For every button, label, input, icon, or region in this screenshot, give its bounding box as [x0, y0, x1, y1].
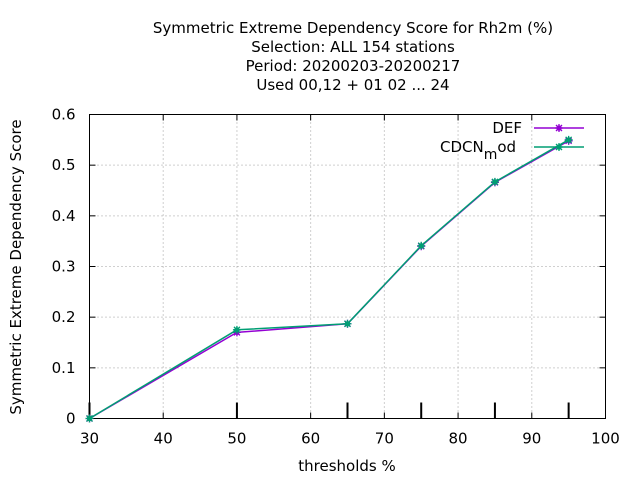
grid: [89, 114, 606, 419]
x-tick-label: 60: [301, 430, 320, 448]
threshold-marks: [88, 402, 570, 419]
y-tick-label: 0.1: [52, 359, 76, 377]
title-line-4: Used 00,12 + 01 02 ... 24: [256, 76, 449, 94]
legend-label-cdcn-sub: m: [484, 147, 498, 163]
legend-item-def: DEF: [492, 119, 522, 137]
x-tick-label: 80: [449, 430, 468, 448]
axis-ticks: [89, 114, 606, 419]
y-tick-label: 0.3: [52, 258, 76, 276]
legend-sample-def: [534, 124, 584, 132]
legend-sample-marker: [555, 143, 563, 151]
x-axis-label: thresholds %: [298, 457, 395, 475]
legend-samples: [534, 124, 584, 151]
y-tick-label: 0.4: [52, 207, 76, 225]
legend-item-cdcn-mod: CDCNmod: [440, 138, 516, 163]
y-tick-label: 0.6: [52, 106, 76, 124]
legend-label-def: DEF: [492, 119, 522, 137]
legend-sample-marker: [555, 124, 563, 132]
x-tick-label: 30: [80, 430, 99, 448]
x-tick-label: 70: [375, 430, 394, 448]
y-tick-label: 0: [66, 410, 76, 428]
x-tick-label: 50: [227, 430, 246, 448]
series-cdcn-mod: [85, 135, 573, 423]
x-tick-label: 40: [154, 430, 173, 448]
data-point: [490, 177, 499, 186]
data-point: [232, 325, 241, 334]
data-point: [417, 241, 426, 250]
chart-title: Symmetric Extreme Dependency Score for R…: [153, 19, 553, 94]
y-tick-labels: 0 0.1 0.2 0.3 0.4 0.5 0.6: [52, 106, 76, 428]
x-tick-label: 90: [522, 430, 541, 448]
y-tick-label: 0.5: [52, 156, 76, 174]
legend-label-cdcn-main: CDCN: [440, 138, 484, 156]
x-tick-labels: 30 40 50 60 70 80 90 100: [80, 430, 620, 448]
legend: DEF CDCNmod: [440, 119, 584, 163]
y-tick-label: 0.2: [52, 308, 76, 326]
data-point: [85, 414, 94, 423]
y-axis-label: Symmetric Extreme Dependency Score: [7, 119, 25, 414]
data-point: [343, 319, 352, 328]
legend-sample-cdcn-mod: [534, 143, 584, 151]
legend-label-cdcn-mod: CDCNmod: [440, 138, 516, 163]
series-line: [89, 139, 569, 420]
title-line-3: Period: 20200203-20200217: [246, 57, 461, 75]
x-tick-label: 100: [591, 430, 620, 448]
data-point: [564, 135, 573, 144]
title-line-1: Symmetric Extreme Dependency Score for R…: [153, 19, 553, 37]
legend-label-cdcn-tail: od: [497, 138, 516, 156]
series-layer: [85, 135, 573, 423]
title-line-2: Selection: ALL 154 stations: [251, 38, 455, 56]
